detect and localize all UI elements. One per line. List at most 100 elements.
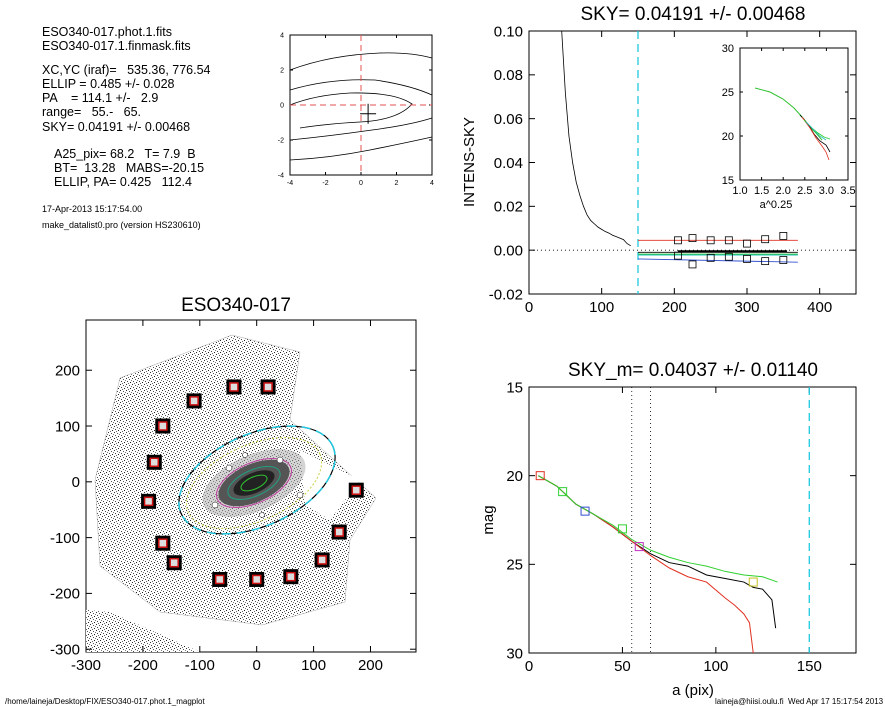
x-tick-label: 100 [301, 657, 326, 674]
y-tick-label: 0 [280, 102, 284, 109]
inset-curve-red [801, 116, 830, 161]
y-tick-label: 0.04 [494, 155, 523, 172]
filename-mask: ESO340-017.1.finmask.fits [42, 39, 191, 53]
y-tick-label: 0.00 [494, 242, 523, 259]
y-tick-label: -0.02 [489, 286, 523, 303]
sky-boxes [141, 379, 364, 587]
mag-series-line [538, 475, 777, 629]
sky-box-inner [229, 382, 239, 392]
sky-box-marker [779, 232, 788, 240]
x-tick-label: -300 [71, 657, 101, 674]
mask-dot [242, 452, 248, 458]
x-tick-label: 2 [395, 180, 399, 187]
range-value: range= 55.- 65. [42, 105, 142, 119]
sky-box-inner [317, 555, 327, 565]
sky-box-inner [351, 485, 362, 495]
y-tick-label: 0.10 [494, 23, 523, 40]
masked-region [300, 450, 360, 520]
y-tick-label: 15 [506, 379, 523, 396]
fitted-center-marker [360, 103, 377, 124]
sky-box-inner [149, 457, 160, 468]
x-tick-label: -200 [128, 657, 158, 674]
x-tick-label: 400 [807, 299, 832, 316]
y-tick-label: -2 [278, 137, 284, 144]
sky-box-inner [214, 574, 225, 585]
contour-line-5 [289, 136, 433, 161]
sky-box-marker [706, 253, 715, 262]
sky-box-inner [169, 557, 179, 568]
y-tick-label: 0 [72, 474, 80, 491]
sky-box-inner [251, 574, 262, 585]
y-tick-label: 30 [722, 43, 734, 55]
x-tick-label: 0 [359, 180, 363, 187]
x-tick-label: 2.0 [776, 185, 791, 197]
x-tick-label: -2 [322, 180, 328, 187]
mag-marker [617, 524, 627, 534]
mag-marker [535, 471, 545, 481]
sky-box-marker [706, 236, 715, 245]
contour-line-4 [289, 117, 433, 141]
sky-value: SKY= 0.04191 +/- 0.00468 [42, 120, 191, 134]
galaxy-core [233, 470, 275, 496]
mask-dot [225, 464, 233, 472]
program-version: make_datalist0.pro (version HS230610) [42, 220, 201, 230]
sky-residual-line [637, 258, 798, 263]
magnitude-profile-panel: SKY_m= 0.04037 +/- 0.01140 mag a (pix) 0… [480, 360, 857, 699]
mag-series-line [538, 475, 754, 654]
intens-sky-ylabel: INTENS-SKY [461, 117, 478, 207]
contour-line-1 [289, 52, 433, 71]
inset-curve-cyan [805, 121, 827, 141]
y-tick-label: -100 [50, 530, 80, 547]
galaxy-frame [85, 319, 417, 653]
sky-box-inner [286, 571, 296, 582]
sky-box-inner [158, 421, 168, 431]
ellip-pa-value: ELLIP, PA= 0.425 112.4 [54, 175, 192, 189]
x-tick-label: 2.5 [797, 185, 812, 197]
y-tick-label: 200 [55, 362, 80, 379]
contour-line-2 [289, 79, 433, 96]
sky-box-marker [724, 252, 733, 261]
sky-box-marker [779, 256, 788, 264]
image-footprint-corner [86, 610, 200, 652]
footer-path: /home/laineja/Desktop/FIX/ESO340-017.pho… [5, 697, 205, 706]
sky-box-inner [189, 396, 199, 406]
sky-box-marker [724, 236, 733, 245]
ellip-value: ELLIP = 0.485 +/- 0.028 [42, 77, 175, 91]
y-tick-label: 100 [55, 418, 80, 435]
intens-sky-title: SKY= 0.04191 +/- 0.00468 [580, 4, 805, 25]
isophote-magenta [216, 458, 292, 508]
mask-dot [259, 512, 265, 518]
a25-value: A25_pix= 68.2 T= 7.9 B [54, 147, 196, 161]
mag-marker [634, 542, 644, 552]
inset-frame [739, 47, 849, 181]
sky-box-marker [743, 255, 751, 263]
sky-box-inner [158, 538, 168, 548]
outer-ellipse-cyan [178, 425, 336, 535]
sky-box-marker [674, 251, 682, 260]
y-tick-label: 2 [280, 67, 284, 74]
y-tick-label: 0.02 [494, 199, 523, 216]
mask-dot [276, 456, 284, 464]
x-tick-label: 200 [662, 299, 687, 316]
sky-box-inner [334, 527, 344, 537]
y-tick-label: 0.08 [494, 67, 523, 84]
sky-box-marker [761, 257, 770, 266]
x-tick-label: 4 [430, 180, 434, 187]
y-tick-label: -200 [50, 586, 80, 603]
filename-phot: ESO340-017.phot.1.fits [42, 25, 172, 39]
x-tick-label: 0 [525, 658, 533, 675]
mag-series-line [538, 475, 778, 583]
sky-box-marker [674, 236, 682, 245]
center-contour-panel: -4 -2 0 2 4 -4 -2 0 2 4 [278, 32, 434, 187]
bt-mabs-value: BT= 13.28 MABS=-20.15 [54, 161, 205, 175]
pa-value: PA = 114.1 +/- 2.9 [42, 91, 159, 105]
x-tick-label: 3.5 [840, 185, 855, 197]
inset-curve-green [754, 87, 823, 141]
masked-stars [211, 452, 304, 518]
mag-marker [748, 577, 758, 587]
isophote-green [227, 466, 281, 500]
x-tick-label: 0 [253, 657, 261, 674]
mag-profile-title: SKY_m= 0.04037 +/- 0.01140 [568, 360, 818, 381]
y-tick-label: 25 [722, 87, 734, 99]
